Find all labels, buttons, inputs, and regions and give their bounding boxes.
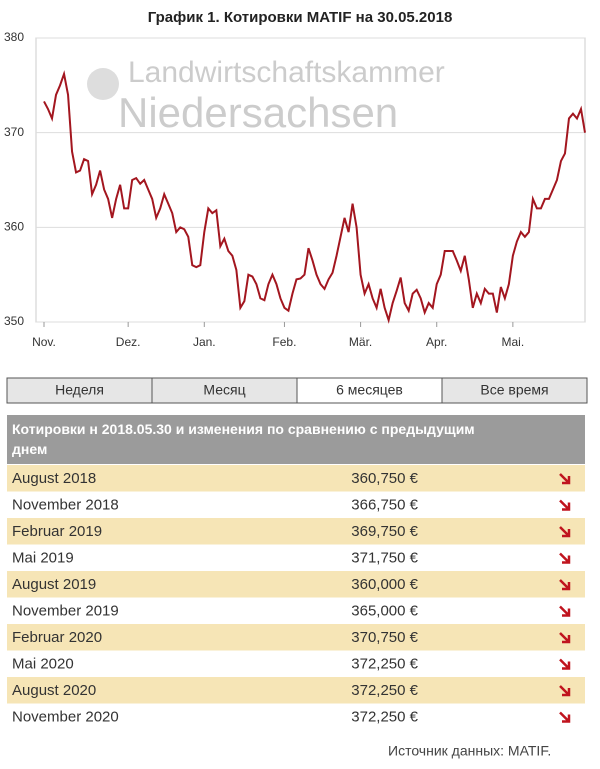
x-tick-label: Apr.	[426, 335, 447, 349]
down-arrow	[559, 579, 571, 591]
down-arrow	[559, 711, 571, 723]
table-row	[7, 703, 585, 730]
contract-price: 372,250 €	[351, 708, 418, 725]
table-header-text: Котировки н 2018.05.30 и изменения по ср…	[12, 421, 475, 457]
x-tick-label: Feb.	[272, 335, 296, 349]
contract-price: 366,750 €	[351, 496, 418, 513]
contract-name: Mai 2019	[12, 549, 74, 566]
table-row	[7, 518, 585, 545]
table-header	[7, 415, 585, 464]
source: Источник данных: MATIF.	[388, 743, 551, 759]
contract-name: November 2020	[12, 708, 119, 725]
table-row	[7, 677, 585, 704]
watermark-logo	[87, 68, 119, 100]
table-row	[7, 624, 585, 651]
contract-price: 370,750 €	[351, 629, 418, 646]
table-row	[7, 544, 585, 571]
tab-label[interactable]: Неделя	[55, 382, 104, 398]
y-tick-label: 370	[4, 125, 24, 139]
contract-name: November 2019	[12, 602, 119, 619]
x-tick-label: Jan.	[193, 335, 216, 349]
contract-price: 365,000 €	[351, 602, 418, 619]
table-row	[7, 465, 585, 492]
down-arrow	[559, 552, 571, 564]
contract-name: August 2019	[12, 576, 96, 593]
contract-name: August 2018	[12, 470, 96, 487]
contract-price: 369,750 €	[351, 523, 418, 540]
contract-price: 372,250 €	[351, 682, 418, 699]
y-tick-label: 350	[4, 314, 24, 328]
down-arrow	[559, 605, 571, 617]
tab-label[interactable]: 6 месяцев	[336, 382, 403, 398]
contract-name: November 2018	[12, 496, 119, 513]
watermark: Niedersachsen	[118, 89, 398, 136]
contract-name: Februar 2019	[12, 523, 102, 540]
contract-price: 360,750 €	[351, 470, 418, 487]
down-arrow	[559, 658, 571, 670]
tab[interactable]	[441, 377, 588, 404]
table-row	[7, 491, 585, 518]
down-arrow	[559, 632, 571, 644]
contract-name: August 2020	[12, 682, 96, 699]
price-line	[43, 70, 586, 324]
tab[interactable]	[151, 377, 298, 404]
x-tick-label: Dez.	[116, 335, 141, 349]
table-row	[7, 571, 585, 598]
down-arrow	[559, 685, 571, 697]
x-tick-label: Mär.	[349, 335, 372, 349]
chart-title: График 1. Котировки MATIF на 30.05.2018	[148, 9, 453, 26]
watermark: Landwirtschaftskammer	[128, 56, 445, 89]
down-arrow	[559, 473, 571, 485]
tab[interactable]	[6, 377, 153, 404]
down-arrow	[559, 526, 571, 538]
contract-price: 371,750 €	[351, 549, 418, 566]
contract-name: Februar 2020	[12, 629, 102, 646]
y-tick-label: 380	[4, 30, 24, 44]
tab[interactable]	[296, 377, 443, 404]
table-row	[7, 650, 585, 677]
contract-price: 360,000 €	[351, 576, 418, 593]
down-arrow	[559, 499, 571, 511]
table-row	[7, 597, 585, 624]
tab-label[interactable]: Все время	[480, 382, 548, 398]
y-tick-label: 360	[4, 220, 24, 234]
x-tick-label: Mai.	[502, 335, 525, 349]
contract-price: 372,250 €	[351, 655, 418, 672]
x-tick-label: Nov.	[32, 335, 56, 349]
contract-name: Mai 2020	[12, 655, 74, 672]
tab-label[interactable]: Месяц	[203, 382, 245, 398]
